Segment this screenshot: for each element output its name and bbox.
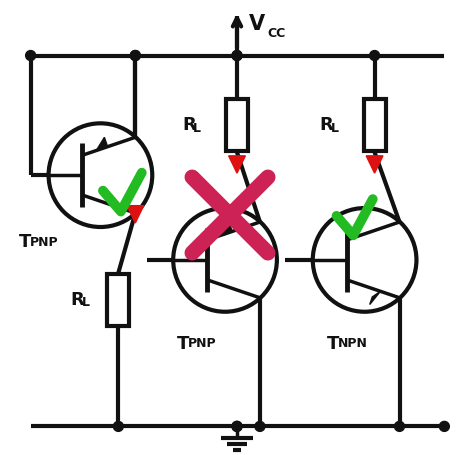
- Circle shape: [130, 51, 140, 61]
- Circle shape: [232, 421, 242, 431]
- Polygon shape: [96, 137, 107, 151]
- Circle shape: [130, 51, 140, 61]
- Text: T: T: [18, 233, 31, 251]
- Bar: [364, 99, 385, 151]
- Circle shape: [232, 421, 242, 431]
- Circle shape: [394, 421, 404, 431]
- Circle shape: [232, 51, 242, 61]
- Bar: [226, 99, 248, 151]
- Text: L: L: [82, 296, 90, 309]
- Text: PNP: PNP: [30, 236, 58, 249]
- Circle shape: [439, 421, 449, 431]
- Polygon shape: [127, 206, 144, 223]
- Circle shape: [113, 421, 123, 431]
- Text: T: T: [177, 335, 190, 353]
- Text: L: L: [331, 121, 339, 135]
- Text: R: R: [182, 116, 196, 134]
- Text: R: R: [71, 291, 84, 309]
- Circle shape: [173, 208, 277, 312]
- Text: NPN: NPN: [338, 337, 368, 350]
- Text: R: R: [320, 116, 334, 134]
- Circle shape: [370, 51, 380, 61]
- Bar: [108, 274, 129, 326]
- Text: CC: CC: [267, 27, 285, 40]
- Text: PNP: PNP: [188, 337, 217, 350]
- Text: T: T: [327, 335, 339, 353]
- Circle shape: [232, 51, 242, 61]
- Text: V: V: [249, 14, 265, 34]
- Polygon shape: [221, 222, 232, 235]
- Circle shape: [313, 208, 417, 312]
- Circle shape: [26, 51, 36, 61]
- Text: L: L: [193, 121, 201, 135]
- Polygon shape: [228, 156, 246, 173]
- Polygon shape: [366, 156, 383, 173]
- Circle shape: [48, 123, 152, 227]
- Circle shape: [255, 421, 265, 431]
- Polygon shape: [370, 291, 381, 304]
